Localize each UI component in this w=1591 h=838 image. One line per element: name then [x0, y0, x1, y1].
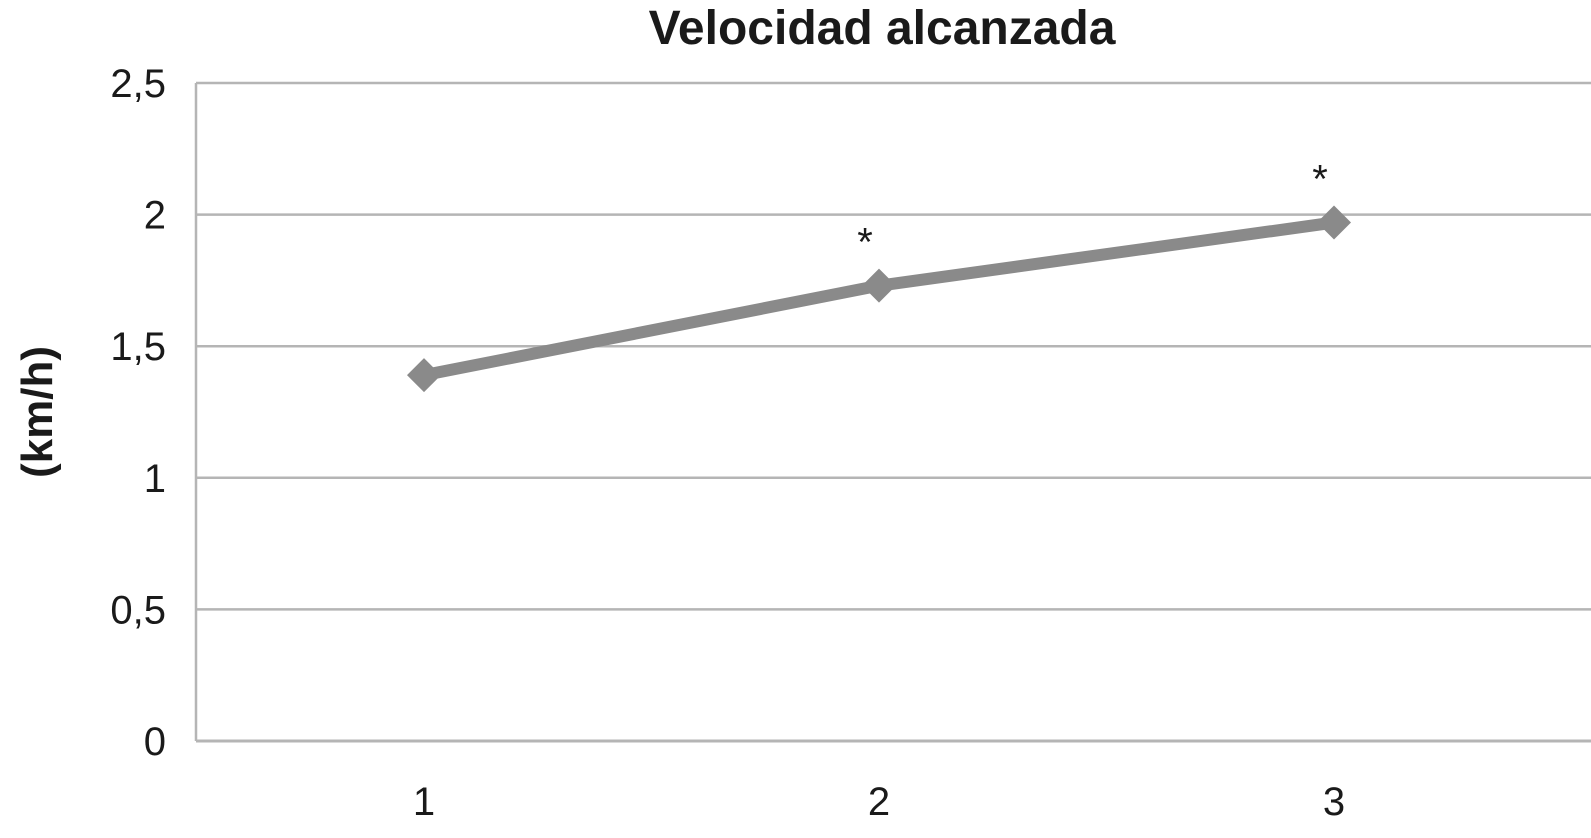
- series-group: [407, 205, 1351, 393]
- data-point-marker: [862, 268, 896, 303]
- gridlines: [194, 81, 1591, 743]
- annotations: **: [857, 157, 1328, 264]
- data-point-marker: [1317, 205, 1351, 240]
- x-tick-label: 2: [868, 780, 890, 824]
- significance-asterisk: *: [857, 221, 873, 265]
- chart-title: Velocidad alcanzada: [649, 2, 1116, 55]
- y-tick-label: 0,5: [110, 588, 166, 632]
- y-tick-label: 2: [144, 194, 166, 238]
- x-tick-label: 1: [413, 780, 435, 824]
- y-tick-label: 0: [144, 720, 166, 764]
- significance-asterisk: *: [1312, 157, 1328, 201]
- y-tick-label: 1,5: [110, 325, 166, 369]
- data-point-marker: [407, 358, 441, 393]
- y-tick-label: 2,5: [110, 62, 166, 106]
- x-tick-labels: 1 2 3: [413, 780, 1345, 824]
- x-tick-label: 3: [1323, 780, 1345, 824]
- y-tick-label: 1: [144, 457, 166, 501]
- y-tick-labels: 0 0,5 1 1,5 2 2,5: [110, 62, 166, 764]
- y-axis-label: (km/h): [13, 346, 62, 478]
